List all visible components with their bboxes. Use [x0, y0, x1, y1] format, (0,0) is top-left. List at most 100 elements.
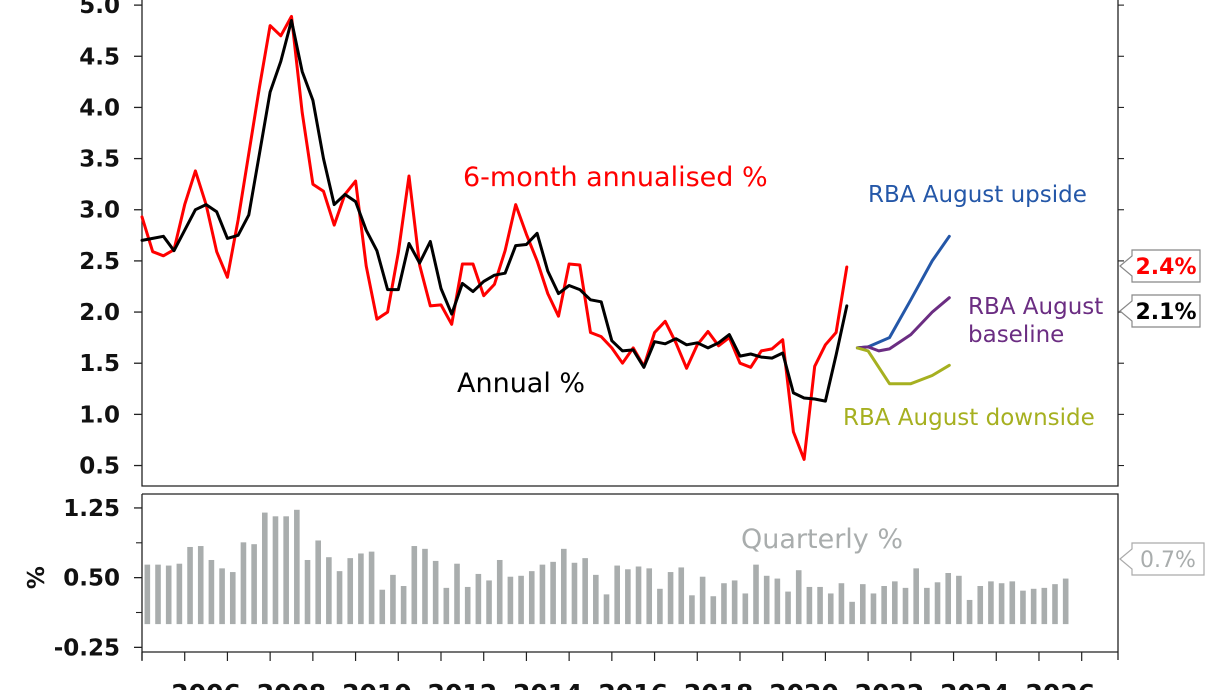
quarterly-bar [742, 593, 749, 625]
quarterly-bar [721, 583, 727, 625]
quarterly-bar [1052, 584, 1058, 625]
series-line-rba-august-upside [855, 234, 951, 350]
quarterly-bar [358, 553, 364, 625]
quarterly-bar [667, 572, 674, 625]
quarterly-bar [454, 563, 460, 625]
value-label-quarterly: 0.7% [1140, 548, 1196, 573]
x-tick-label: 2008 [257, 679, 327, 690]
quarterly-bar [187, 546, 193, 625]
value-label-annual-box [1119, 294, 1201, 328]
quarterly-bar [432, 560, 439, 625]
value-label-quarterly-box [1119, 542, 1205, 576]
quarterly-bar [272, 516, 279, 625]
quarterly-bar [924, 587, 930, 625]
quarterly-bar [251, 544, 257, 625]
quarterly-bar [913, 568, 919, 625]
quarterly-bar [507, 576, 514, 625]
y-tick-label: 0.5 [79, 454, 120, 480]
quarterly-bar [165, 565, 172, 625]
quarterly-bar [550, 561, 556, 625]
quarterly-bar [422, 548, 428, 625]
quarterly-bar [678, 567, 685, 625]
quarterly-bar [400, 586, 407, 625]
annotation-6-month-annualised: 6-month annualised % [463, 162, 768, 193]
quarterly-bar [1020, 590, 1026, 625]
quarterly-bar [593, 574, 599, 625]
quarterly-bar [774, 578, 781, 625]
annotation-rba-august-downside: RBA August downside [843, 405, 1095, 431]
y-tick-label: 4.5 [79, 44, 120, 70]
quarterly-bar [635, 566, 642, 625]
series-line-rba-august-downside [855, 346, 951, 386]
quarterly-bar [347, 558, 354, 625]
quarterly-bar [496, 559, 503, 625]
quarterly-bar [614, 565, 620, 625]
quarterly-bar [390, 574, 396, 625]
quarterly-bar [817, 586, 823, 625]
quarterly-bar [945, 573, 952, 625]
annotation-annual: Annual % [457, 368, 585, 399]
quarterly-bar [806, 586, 813, 625]
annotation-rba-august-upside: RBA August upside [868, 182, 1087, 208]
quarterly-bar [1030, 588, 1037, 625]
quarterly-bar [785, 591, 791, 625]
quarterly-bar [294, 509, 300, 625]
x-tick-label: 2012 [428, 679, 498, 690]
quarterly-bar [368, 551, 375, 625]
value-label-6-month: 2.4% [1135, 255, 1196, 280]
top-panel-frame [141, 0, 1119, 487]
quarterly-bar [197, 546, 204, 625]
quarterly-bar [892, 581, 898, 625]
quarterly-bar [464, 586, 471, 625]
quarterly-bar [315, 540, 321, 625]
quarterly-bar [689, 595, 695, 625]
x-tick-label: 2022 [855, 679, 925, 690]
quarterly-bar [336, 571, 343, 625]
quarterly-bar [176, 563, 183, 625]
quarterly-bar [1009, 581, 1016, 625]
quarterly-bar [763, 575, 770, 625]
quarterly-bar [859, 584, 866, 625]
quarterly-bar [240, 542, 247, 625]
quarterly-bar [1062, 578, 1069, 625]
quarterly-bar [411, 546, 418, 625]
quarterly-bar [710, 596, 717, 625]
series-line-annual [140, 19, 849, 403]
quarterly-bar [827, 593, 834, 625]
quarterly-bar [838, 583, 845, 625]
x-tick-label: 2024 [940, 679, 1010, 690]
quarterly-bar [731, 580, 738, 625]
x-tick-label: 2014 [513, 679, 583, 690]
quarterly-bar [326, 557, 332, 625]
quarterly-bar [795, 570, 802, 625]
x-tick-label: 2010 [342, 679, 412, 690]
quarterly-bar [657, 588, 663, 625]
quarterly-bar [998, 583, 1005, 625]
quarterly-bar [486, 580, 492, 625]
quarterly-bar [1041, 587, 1048, 625]
quarterly-bar [528, 571, 535, 625]
quarterly-bar [934, 582, 941, 625]
y-axis-title: % [24, 566, 50, 589]
quarterly-bar [966, 599, 973, 625]
quarterly-bar [475, 573, 482, 625]
quarterly-bar [219, 568, 225, 625]
value-label-6-month-box [1119, 249, 1201, 283]
y-tick-label: 5.0 [79, 0, 120, 19]
quarterly-bar [699, 576, 706, 625]
quarterly-bar [870, 593, 877, 625]
y-tick-label: 1.5 [79, 351, 120, 377]
quarterly-bar [443, 587, 450, 625]
x-tick-label: 2016 [598, 679, 668, 690]
y-tick-label: -0.25 [54, 635, 120, 661]
quarterly-bar [603, 594, 610, 625]
annotation-baseline: baseline [968, 322, 1064, 348]
quarterly-bar [646, 568, 653, 625]
quarterly-bar [518, 575, 524, 625]
y-tick-label: 3.5 [79, 147, 120, 173]
quarterly-bar [988, 581, 994, 625]
y-tick-label: 2.0 [79, 300, 120, 326]
x-tick-label: 2020 [769, 679, 839, 690]
series-line-rba-august-baseline [855, 296, 951, 353]
